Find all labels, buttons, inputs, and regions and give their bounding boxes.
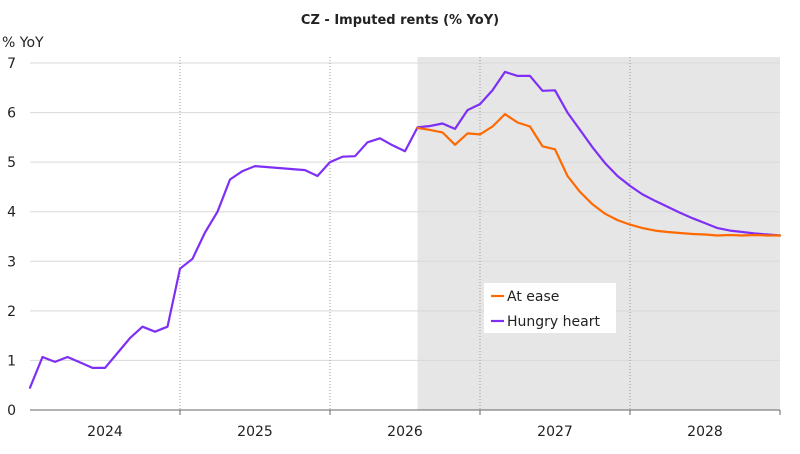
y-tick-label: 0 [7,403,16,419]
legend-label: At ease [507,289,559,305]
x-tick-label: 2024 [87,424,123,440]
series-line-at-ease [416,112,782,237]
x-tick-label: 2025 [237,424,273,440]
x-tick-label: 2028 [687,424,723,440]
y-tick-label: 4 [7,205,16,221]
y-tick-label: 3 [7,254,16,270]
legend-label: Hungry heart [507,314,600,330]
forecast-shaded-region [417,57,780,410]
x-tick-label: 2026 [387,424,423,440]
y-tick-label: 5 [7,155,16,171]
x-tick-label: 2027 [537,424,573,440]
y-tick-label: 6 [7,106,16,122]
chart-title: CZ - Imputed rents (% YoY) [301,13,499,28]
y-tick-label: 2 [7,304,16,320]
y-axis-label: % YoY [2,35,44,51]
y-tick-label: 1 [7,353,16,369]
series-line-hungry-heart [28,70,782,389]
legend-box [484,283,616,333]
y-tick-label: 7 [7,56,16,72]
